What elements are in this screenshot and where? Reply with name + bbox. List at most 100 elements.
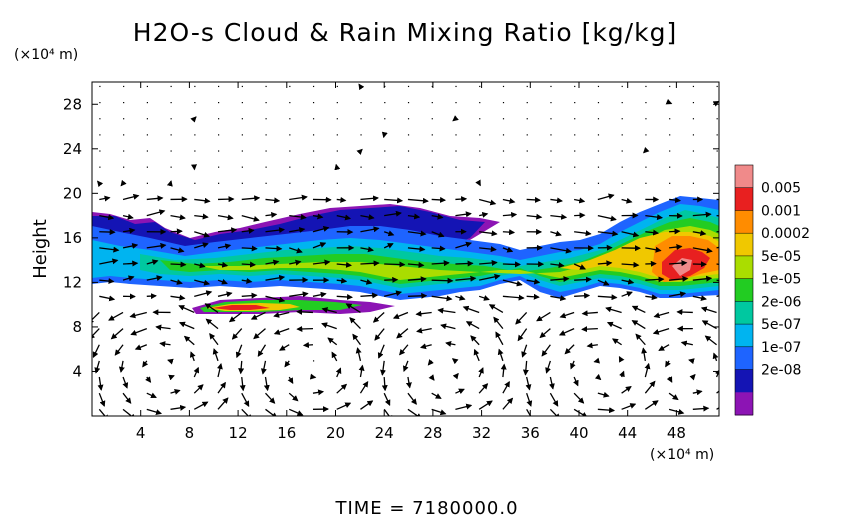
y-tick-label: 28: [63, 95, 82, 113]
chart-title: H2O-s Cloud & Rain Mixing Ratio [kg/kg]: [133, 18, 677, 47]
wind-vector: [522, 360, 529, 376]
wind-vector: [631, 320, 646, 330]
colorbar-swatch: [735, 165, 753, 189]
x-tick-label: 4: [136, 424, 146, 442]
wind-vector: [265, 408, 278, 416]
wind-vector: [402, 360, 409, 372]
wind-vector: [536, 311, 551, 322]
wind-vector: [334, 163, 341, 171]
colorbar-label: 2e-08: [761, 363, 801, 379]
wind-vector: [235, 344, 243, 359]
wind-vector: [352, 333, 361, 346]
wind-vector: [676, 309, 693, 316]
wind-vector: [265, 197, 281, 204]
wind-vector: [99, 258, 119, 265]
wind-vector: [431, 260, 450, 267]
wind-vector: [114, 344, 124, 356]
wind-vector: [573, 197, 586, 204]
wind-vector: [619, 370, 625, 378]
wind-vector: [99, 214, 115, 221]
wind-vectors: [92, 83, 719, 416]
wind-vector: [381, 131, 388, 139]
wind-vector: [502, 229, 516, 236]
wind-vector: [238, 360, 245, 375]
wind-vector: [193, 366, 200, 378]
wind-vector: [168, 374, 175, 381]
wind-vector: [653, 311, 670, 319]
colorbar-swatch: [735, 392, 753, 416]
wind-vector: [597, 294, 618, 301]
wind-vector: [550, 213, 568, 220]
x-tick-label: 8: [185, 424, 195, 442]
wind-vector: [669, 260, 688, 267]
wind-vector: [405, 376, 412, 389]
wind-vector: [98, 408, 110, 416]
wind-vector: [194, 197, 211, 204]
wind-vector: [665, 98, 673, 105]
wind-vector: [384, 276, 399, 283]
wind-vector: [550, 197, 563, 204]
wind-vector: [407, 392, 417, 405]
wind-vector: [302, 342, 314, 349]
wind-vector: [581, 310, 598, 317]
wind-vector: [336, 277, 348, 284]
wind-vector: [644, 362, 651, 378]
wind-vector: [712, 352, 719, 362]
wind-vector: [129, 311, 147, 319]
wind-vector: [478, 198, 497, 206]
wind-vector: [99, 278, 115, 285]
wind-vector: [392, 311, 409, 320]
wind-vector: [502, 380, 510, 394]
wind-vector: [265, 245, 283, 252]
wind-vector: [217, 291, 233, 298]
wind-vector: [360, 195, 379, 202]
wind-vector: [479, 211, 489, 218]
wind-vector: [558, 328, 575, 336]
wind-vector: [399, 344, 409, 356]
wind-vector: [415, 310, 432, 317]
wind-vector: [621, 231, 640, 238]
wind-vector: [407, 213, 421, 220]
wind-vector: [360, 214, 375, 221]
wind-vector: [118, 360, 125, 373]
wind-vector: [170, 389, 181, 395]
wind-vector: [550, 247, 572, 254]
wind-vector: [155, 324, 171, 331]
wind-vector: [327, 337, 338, 346]
wind-vector: [265, 295, 286, 303]
wind-vector: [179, 321, 195, 330]
wind-vector: [645, 229, 660, 236]
wind-vector: [289, 214, 307, 221]
wind-vector: [452, 372, 459, 380]
wind-vector: [455, 294, 466, 301]
wind-vector: [526, 293, 540, 300]
wind-vector: [716, 214, 719, 217]
wind-vector: [621, 403, 637, 410]
wind-vector: [289, 259, 302, 266]
wind-vector: [502, 279, 523, 287]
wind-vector: [122, 193, 140, 201]
wind-vector: [455, 260, 474, 267]
wind-vector: [669, 244, 683, 251]
wind-vector: [284, 360, 291, 368]
wind-vector: [241, 227, 255, 234]
wind-vector: [241, 195, 261, 202]
colorbar: 0.005 0.001 0.0002 5e-05 1e-05 2e-06 5e-07 1e-0…: [734, 164, 810, 416]
wind-vector: [381, 376, 388, 392]
wind-vector: [263, 376, 270, 392]
wind-vector: [712, 100, 719, 107]
wind-vector: [465, 321, 480, 330]
wind-vector: [312, 225, 330, 233]
x-tick-label: 36: [521, 424, 540, 442]
wind-vector: [92, 328, 100, 340]
wind-vector: [549, 392, 559, 407]
wind-vector: [287, 376, 294, 384]
wind-vector: [122, 227, 136, 234]
wind-vector: [97, 376, 104, 391]
wind-vector: [241, 245, 258, 252]
wind-vector: [312, 213, 324, 220]
wind-vector: [597, 260, 613, 267]
wind-vector: [493, 316, 504, 330]
wind-vector: [241, 292, 258, 299]
wind-vector: [548, 376, 555, 390]
